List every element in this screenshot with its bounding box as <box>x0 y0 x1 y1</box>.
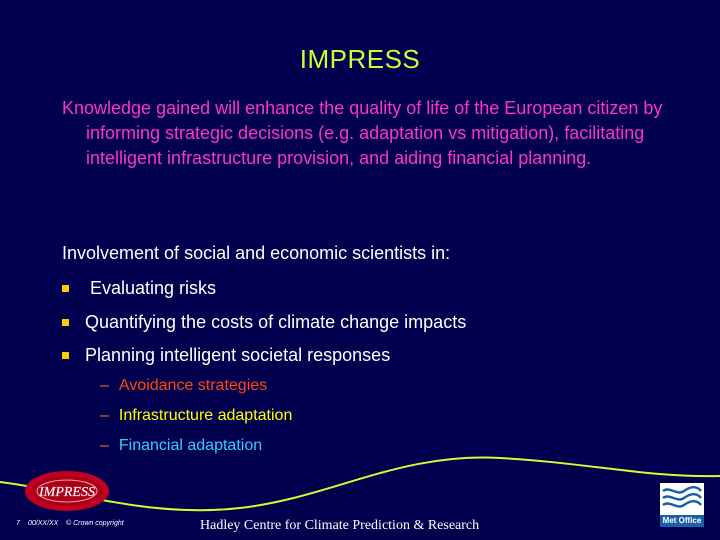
impress-logo-icon: IMPRESS <box>25 471 109 511</box>
sub-bullet-label: Financial adaptation <box>118 437 263 454</box>
svg-text:IMPRESS: IMPRESS <box>38 485 95 500</box>
bullet-label: Planning intelligent societal responses <box>85 345 391 365</box>
footer-copyright: © Crown copyright <box>66 520 124 527</box>
footer-date: 00/XX/XX <box>28 520 59 527</box>
bullet-item: Quantifying the costs of climate change … <box>62 312 466 333</box>
met-office-logo: Met Office <box>660 483 704 527</box>
bullet-label: Quantifying the costs of climate change … <box>85 312 467 332</box>
sub-bullet-item: – Avoidance strategies <box>100 377 267 395</box>
page-number: 7 <box>16 520 20 527</box>
slide-title: IMPRESS <box>299 44 421 74</box>
intro-paragraph: Knowledge gained will enhance the qualit… <box>62 98 663 168</box>
sub-bullet-item: – Financial adaptation <box>100 437 262 455</box>
bullet-square-icon <box>62 319 69 326</box>
sub-bullet-item: – Infrastructure adaptation <box>100 407 292 425</box>
met-office-waves-icon <box>660 483 704 515</box>
lead-text: Involvement of social and economic scien… <box>62 243 451 263</box>
bullet-square-icon <box>62 285 69 292</box>
footer-centre-name: Hadley Centre for Climate Prediction & R… <box>200 518 480 533</box>
bullet-square-icon <box>62 352 69 359</box>
dash-marker: – <box>100 407 109 424</box>
bullet-label: Evaluating risks <box>85 278 217 298</box>
dash-marker: – <box>100 437 109 454</box>
dash-marker: – <box>100 377 109 394</box>
wave-decoration <box>0 456 720 512</box>
bullet-item: Evaluating risks <box>62 278 216 299</box>
met-office-label: Met Office <box>662 516 702 525</box>
bullet-item: Planning intelligent societal responses <box>62 345 390 366</box>
sub-bullet-label: Infrastructure adaptation <box>118 407 293 424</box>
sub-bullet-label: Avoidance strategies <box>118 377 268 394</box>
